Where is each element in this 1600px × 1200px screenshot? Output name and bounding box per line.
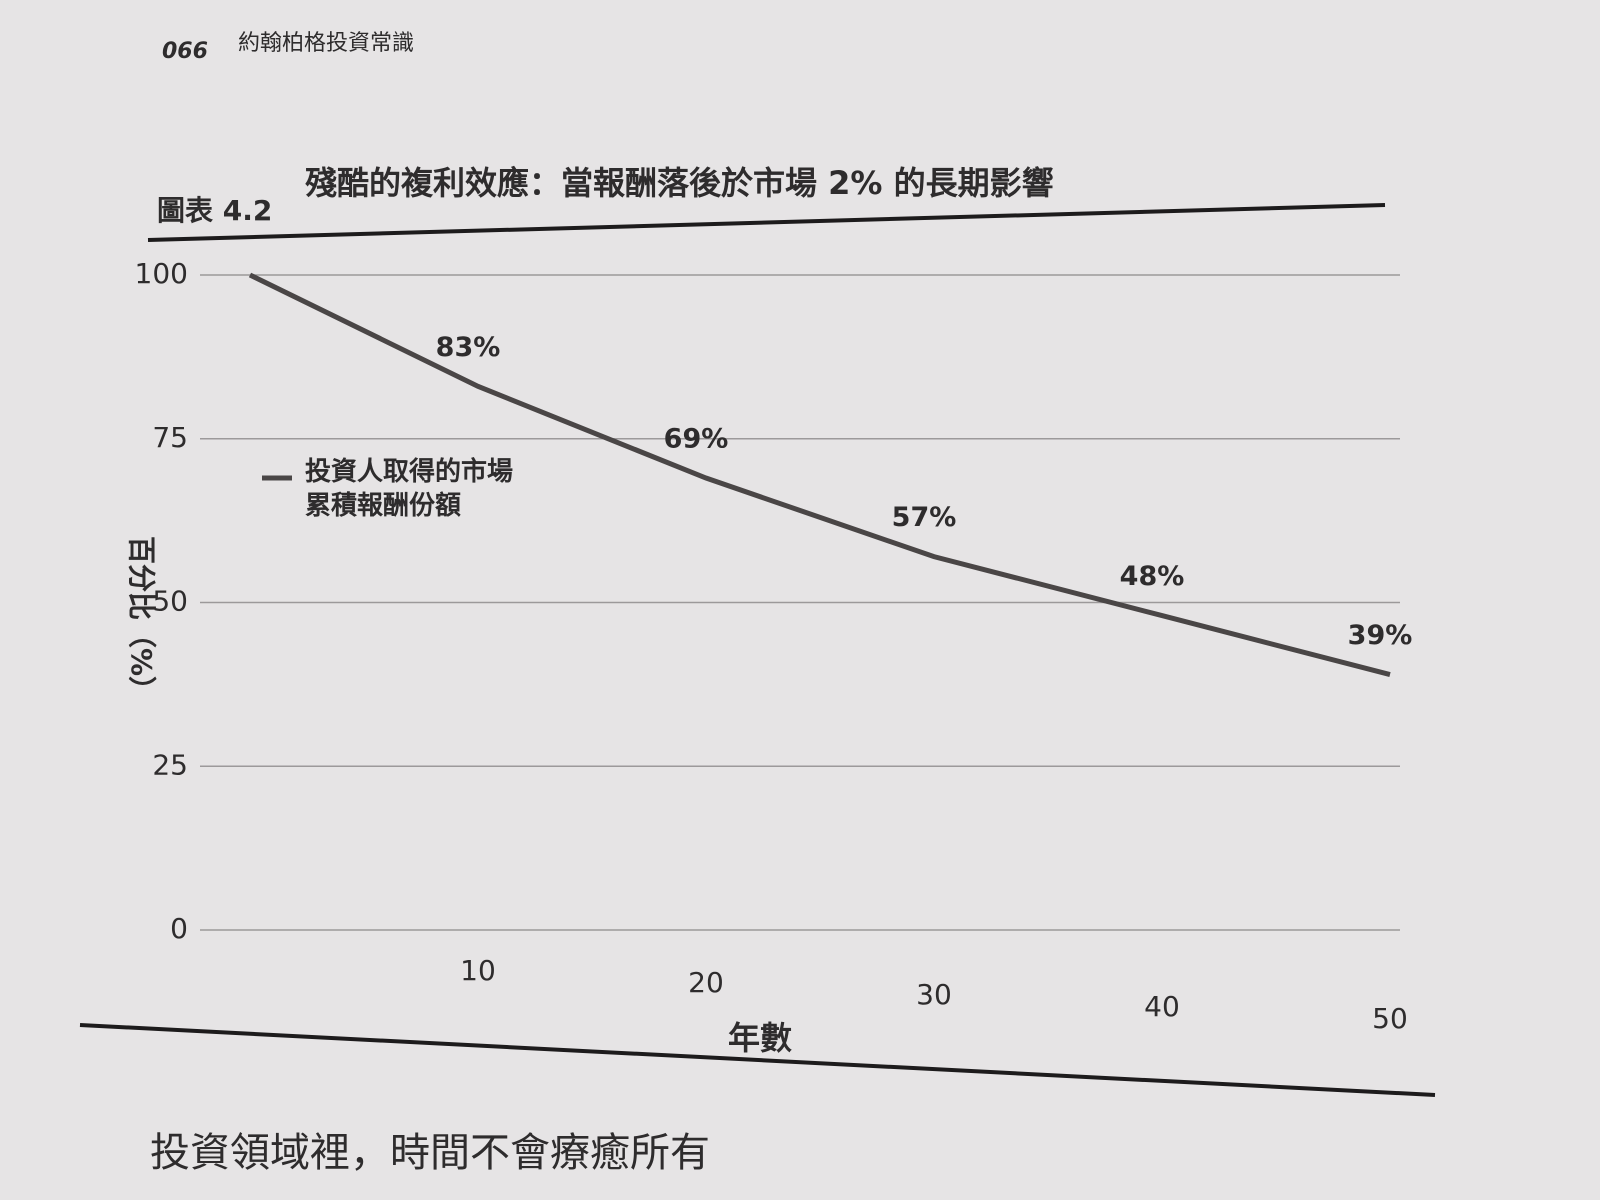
figure-label: 圖表 4.2 [157,194,272,227]
value-label: 57% [892,502,957,533]
chart-title: 殘酷的複利效應：當報酬落後於市場 2% 的長期影響 [305,164,1054,202]
y-tick-label: 50 [152,585,188,618]
y-tick-label: 25 [152,748,188,781]
x-tick-label: 20 [688,966,724,999]
y-axis-label: 百分比（%） [125,536,158,704]
value-label: 69% [664,424,729,455]
x-tick-label: 40 [1144,990,1180,1023]
x-tick-label: 10 [460,954,496,987]
data-line [248,272,1391,677]
y-tick-label: 100 [135,257,188,290]
title-rule [147,203,1386,242]
value-label: 83% [436,332,501,363]
y-tick-label: 0 [170,912,188,945]
bottom-rule [79,1023,1436,1097]
page-number: 066 [162,39,208,64]
y-tick-label: 75 [152,421,188,454]
x-tick-label: 30 [916,978,952,1011]
value-label: 48% [1120,561,1185,592]
legend: 投資人取得的市場累積報酬份額 [305,457,514,521]
legend-label: 投資人取得的市場累積報酬份額 [305,457,514,521]
value-label: 39% [1348,620,1413,651]
book-title: 約翰柏格投資常識 [238,31,414,56]
body-text: 投資領域裡，時間不會療癒所有 [150,1130,710,1176]
x-tick-label: 50 [1372,1002,1408,1035]
x-axis-label: 年數 [728,1019,792,1057]
